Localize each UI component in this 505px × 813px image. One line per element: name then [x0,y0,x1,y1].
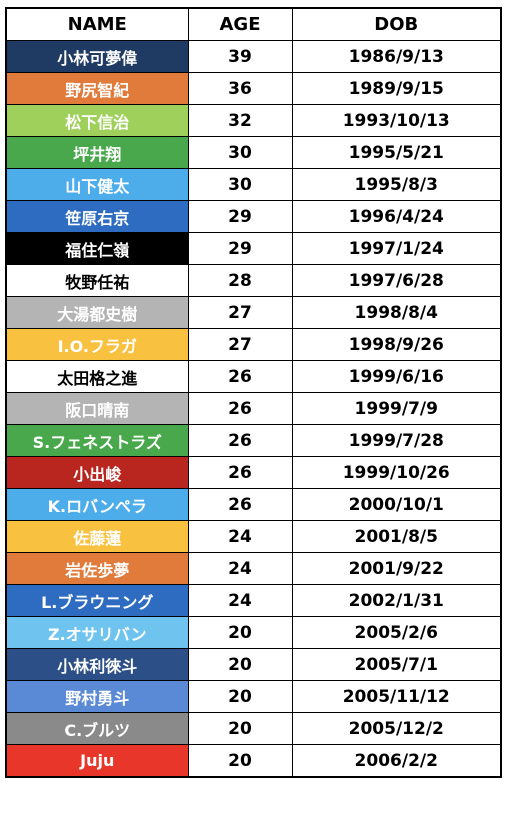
driver-dob-cell: 1997/1/24 [291,232,502,265]
driver-age-cell: 29 [187,200,293,233]
driver-table: NAME AGE DOB 小林可夢偉 39 1986/9/13 野尻智紀 36 1989/… [5,7,502,778]
driver-name-cell: 小林可夢偉 [5,40,189,73]
driver-name-cell: 小出峻 [5,456,189,489]
driver-name-cell: Juju [5,744,189,778]
driver-name-cell: L.ブラウニング [5,584,189,617]
table-row: 福住仁嶺 29 1997/1/24 [5,232,502,265]
driver-age-cell: 32 [187,104,293,137]
driver-dob-cell: 2006/2/2 [291,744,502,778]
table-row: L.ブラウニング 24 2002/1/31 [5,584,502,617]
table-row: I.O.フラガ 27 1998/9/26 [5,328,502,361]
driver-name-cell: C.ブルツ [5,712,189,745]
driver-dob-cell: 1996/4/24 [291,200,502,233]
driver-dob-cell: 1995/8/3 [291,168,502,201]
driver-age-cell: 26 [187,456,293,489]
driver-dob-cell: 2005/7/1 [291,648,502,681]
driver-dob-cell: 2005/11/12 [291,680,502,713]
table-row: Z.オサリバン 20 2005/2/6 [5,616,502,649]
driver-age-cell: 29 [187,232,293,265]
driver-dob-cell: 1999/7/28 [291,424,502,457]
header-age: AGE [187,7,293,41]
table-row: 大湯都史樹 27 1998/8/4 [5,296,502,329]
driver-name-cell: K.ロバンペラ [5,488,189,521]
driver-age-cell: 26 [187,488,293,521]
driver-age-cell: 27 [187,296,293,329]
driver-dob-cell: 2001/9/22 [291,552,502,585]
header-row: NAME AGE DOB [5,7,502,41]
table-row: 小林利徠斗 20 2005/7/1 [5,648,502,681]
driver-age-cell: 24 [187,584,293,617]
driver-dob-cell: 2005/12/2 [291,712,502,745]
driver-dob-cell: 1997/6/28 [291,264,502,297]
table-row: 太田格之進 26 1999/6/16 [5,360,502,393]
driver-age-cell: 20 [187,712,293,745]
table-row: 佐藤蓮 24 2001/8/5 [5,520,502,553]
driver-age-cell: 30 [187,168,293,201]
table-row: 牧野任祐 28 1997/6/28 [5,264,502,297]
table-row: 坪井翔 30 1995/5/21 [5,136,502,169]
driver-dob-cell: 2005/2/6 [291,616,502,649]
driver-dob-cell: 1998/8/4 [291,296,502,329]
driver-name-cell: 笹原右京 [5,200,189,233]
driver-name-cell: 野尻智紀 [5,72,189,105]
driver-dob-cell: 1999/7/9 [291,392,502,425]
driver-age-cell: 26 [187,424,293,457]
driver-age-cell: 24 [187,552,293,585]
driver-name-cell: Z.オサリバン [5,616,189,649]
driver-dob-cell: 1993/10/13 [291,104,502,137]
driver-name-cell: 坪井翔 [5,136,189,169]
driver-name-cell: S.フェネストラズ [5,424,189,457]
driver-age-cell: 20 [187,616,293,649]
driver-age-cell: 24 [187,520,293,553]
driver-age-cell: 20 [187,648,293,681]
driver-dob-cell: 2000/10/1 [291,488,502,521]
driver-dob-cell: 1989/9/15 [291,72,502,105]
driver-name-cell: I.O.フラガ [5,328,189,361]
driver-name-cell: 牧野任祐 [5,264,189,297]
table-row: 小林可夢偉 39 1986/9/13 [5,40,502,73]
driver-age-cell: 20 [187,744,293,778]
header-dob: DOB [291,7,502,41]
table-body: 小林可夢偉 39 1986/9/13 野尻智紀 36 1989/9/15 松下信治 32 199… [5,40,502,778]
header-name: NAME [5,7,189,41]
table-row: 松下信治 32 1993/10/13 [5,104,502,137]
driver-name-cell: 山下健太 [5,168,189,201]
table-row: 野尻智紀 36 1989/9/15 [5,72,502,105]
table-row: 笹原右京 29 1996/4/24 [5,200,502,233]
table-row: 阪口晴南 26 1999/7/9 [5,392,502,425]
driver-name-cell: 小林利徠斗 [5,648,189,681]
driver-dob-cell: 1998/9/26 [291,328,502,361]
driver-name-cell: 福住仁嶺 [5,232,189,265]
table-row: 小出峻 26 1999/10/26 [5,456,502,489]
driver-dob-cell: 1995/5/21 [291,136,502,169]
driver-dob-cell: 1999/6/16 [291,360,502,393]
table-row: S.フェネストラズ 26 1999/7/28 [5,424,502,457]
driver-name-cell: 松下信治 [5,104,189,137]
driver-name-cell: 野村勇斗 [5,680,189,713]
driver-age-cell: 26 [187,360,293,393]
table-row: 岩佐歩夢 24 2001/9/22 [5,552,502,585]
driver-age-cell: 30 [187,136,293,169]
driver-age-cell: 27 [187,328,293,361]
table-row: K.ロバンペラ 26 2000/10/1 [5,488,502,521]
table-row: Juju 20 2006/2/2 [5,744,502,778]
driver-dob-cell: 2002/1/31 [291,584,502,617]
driver-name-cell: 太田格之進 [5,360,189,393]
driver-dob-cell: 1986/9/13 [291,40,502,73]
driver-dob-cell: 2001/8/5 [291,520,502,553]
driver-name-cell: 大湯都史樹 [5,296,189,329]
driver-age-cell: 36 [187,72,293,105]
table-row: 山下健太 30 1995/8/3 [5,168,502,201]
driver-age-cell: 39 [187,40,293,73]
table-row: C.ブルツ 20 2005/12/2 [5,712,502,745]
driver-age-cell: 26 [187,392,293,425]
driver-name-cell: 阪口晴南 [5,392,189,425]
driver-age-cell: 28 [187,264,293,297]
driver-name-cell: 岩佐歩夢 [5,552,189,585]
driver-dob-cell: 1999/10/26 [291,456,502,489]
driver-age-cell: 20 [187,680,293,713]
table-row: 野村勇斗 20 2005/11/12 [5,680,502,713]
driver-name-cell: 佐藤蓮 [5,520,189,553]
